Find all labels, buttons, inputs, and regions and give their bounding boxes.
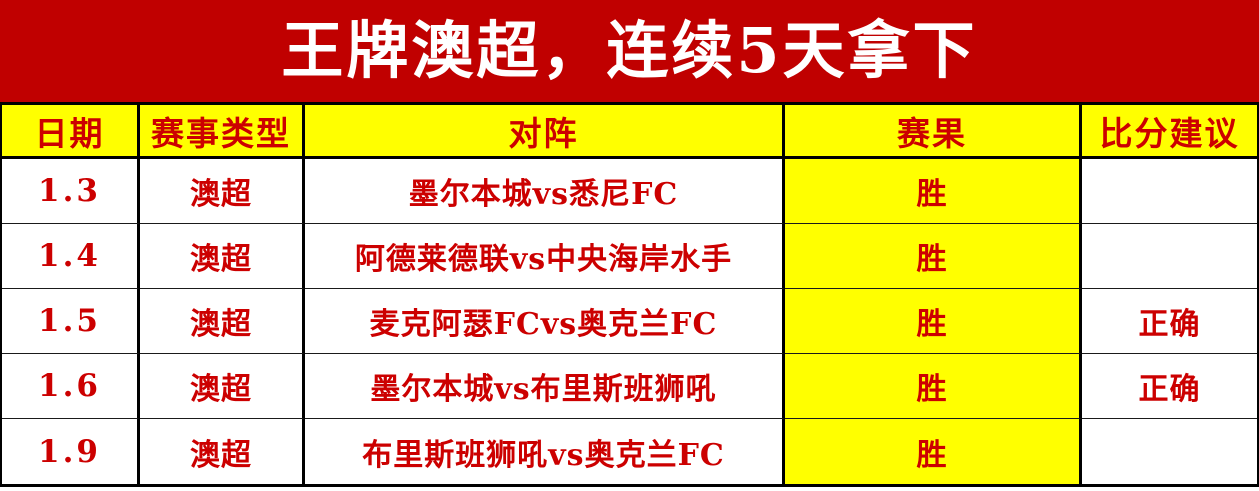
header-advice: 比分建议 — [1082, 105, 1257, 159]
header-date: 日期 — [2, 105, 140, 159]
cell-league: 澳超 — [140, 354, 305, 419]
banner-title: 王牌澳超，连续5天拿下 — [281, 14, 978, 87]
header-match: 对阵 — [305, 105, 785, 159]
results-table: 日期 赛事类型 对阵 赛果 比分建议 1.3 澳超 墨尔本城vs悉尼FC 胜 1… — [0, 105, 1259, 487]
cell-result: 胜 — [785, 354, 1082, 419]
cell-result: 胜 — [785, 419, 1082, 484]
cell-date: 1.6 — [2, 354, 140, 419]
cell-date: 1.9 — [2, 419, 140, 484]
cell-date: 1.5 — [2, 289, 140, 354]
cell-match: 布里斯班狮吼vs奥克兰FC — [305, 419, 785, 484]
cell-match: 墨尔本城vs悉尼FC — [305, 159, 785, 224]
cell-result: 胜 — [785, 289, 1082, 354]
cell-advice: 正确 — [1082, 354, 1257, 419]
cell-date: 1.4 — [2, 224, 140, 289]
cell-date: 1.3 — [2, 159, 140, 224]
header-result: 赛果 — [785, 105, 1082, 159]
cell-advice — [1082, 224, 1257, 289]
cell-advice — [1082, 419, 1257, 484]
banner: 王牌澳超，连续5天拿下 — [0, 0, 1259, 105]
cell-advice — [1082, 159, 1257, 224]
cell-league: 澳超 — [140, 224, 305, 289]
cell-result: 胜 — [785, 159, 1082, 224]
cell-match: 墨尔本城vs布里斯班狮吼 — [305, 354, 785, 419]
cell-league: 澳超 — [140, 159, 305, 224]
cell-result: 胜 — [785, 224, 1082, 289]
cell-league: 澳超 — [140, 289, 305, 354]
cell-match: 阿德莱德联vs中央海岸水手 — [305, 224, 785, 289]
cell-match: 麦克阿瑟FCvs奥克兰FC — [305, 289, 785, 354]
cell-league: 澳超 — [140, 419, 305, 484]
header-league: 赛事类型 — [140, 105, 305, 159]
cell-advice: 正确 — [1082, 289, 1257, 354]
